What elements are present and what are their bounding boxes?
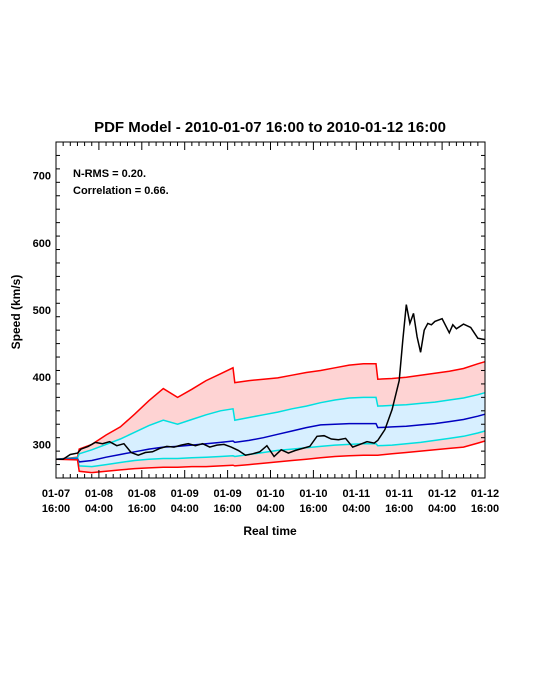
x-tick-label-time: 16:00 <box>128 503 156 515</box>
observed-speed-line <box>56 304 486 460</box>
plot-layers <box>55 304 486 474</box>
x-tick-label-date: 01-10 <box>299 488 327 500</box>
y-tick-label: 500 <box>33 305 51 317</box>
nrms-annotation: N-RMS = 0.20. <box>73 168 146 180</box>
y-axis: 300 400 500 600 700 <box>33 141 485 479</box>
series-line-median <box>55 413 486 463</box>
x-tick-label-time: 16:00 <box>471 503 499 515</box>
x-tick-label-date: 01-12 <box>428 488 456 500</box>
x-tick-label-time: 16:00 <box>214 503 242 515</box>
x-tick-label-time: 04:00 <box>256 503 284 515</box>
x-tick-label-date: 01-12 <box>471 488 499 500</box>
series-line-lower_outer <box>55 440 486 474</box>
x-tick-label-time: 16:00 <box>385 503 413 515</box>
correlation-annotation: Correlation = 0.66. <box>73 185 169 197</box>
x-tick-label-date: 01-09 <box>214 488 242 500</box>
series-line-upper_inner <box>55 391 486 460</box>
x-tick-label-date: 01-08 <box>128 488 156 500</box>
y-axis-label: Speed (km/s) <box>9 275 23 350</box>
y-tick-label: 300 <box>33 439 51 451</box>
series-lines <box>55 304 486 474</box>
x-tick-label-date: 01-07 <box>42 488 70 500</box>
series-line-upper_outer <box>55 360 486 460</box>
y-tick-label: 400 <box>33 372 51 384</box>
x-tick-label-date: 01-09 <box>171 488 199 500</box>
x-tick-label-date: 01-08 <box>85 488 113 500</box>
x-tick-label-date: 01-11 <box>385 488 413 500</box>
x-tick-label-time: 04:00 <box>171 503 199 515</box>
x-tick-label-time: 16:00 <box>299 503 327 515</box>
x-axis: 01-07 16:00 01-08 04:00 01-08 16:00 01-09 04:00… <box>42 142 499 515</box>
chart-title: PDF Model - 2010-01-07 16:00 to 2010-01-… <box>94 119 446 136</box>
x-axis-label: Real time <box>243 524 297 538</box>
x-tick-label-time: 04:00 <box>342 503 370 515</box>
x-tick-label-date: 01-11 <box>343 488 371 500</box>
x-tick-label-time: 16:00 <box>42 503 70 515</box>
x-tick-label-date: 01-10 <box>256 488 284 500</box>
y-tick-label: 600 <box>33 238 51 250</box>
x-tick-label-time: 04:00 <box>85 503 113 515</box>
y-tick-label: 700 <box>33 171 51 183</box>
x-tick-label-time: 04:00 <box>428 503 456 515</box>
